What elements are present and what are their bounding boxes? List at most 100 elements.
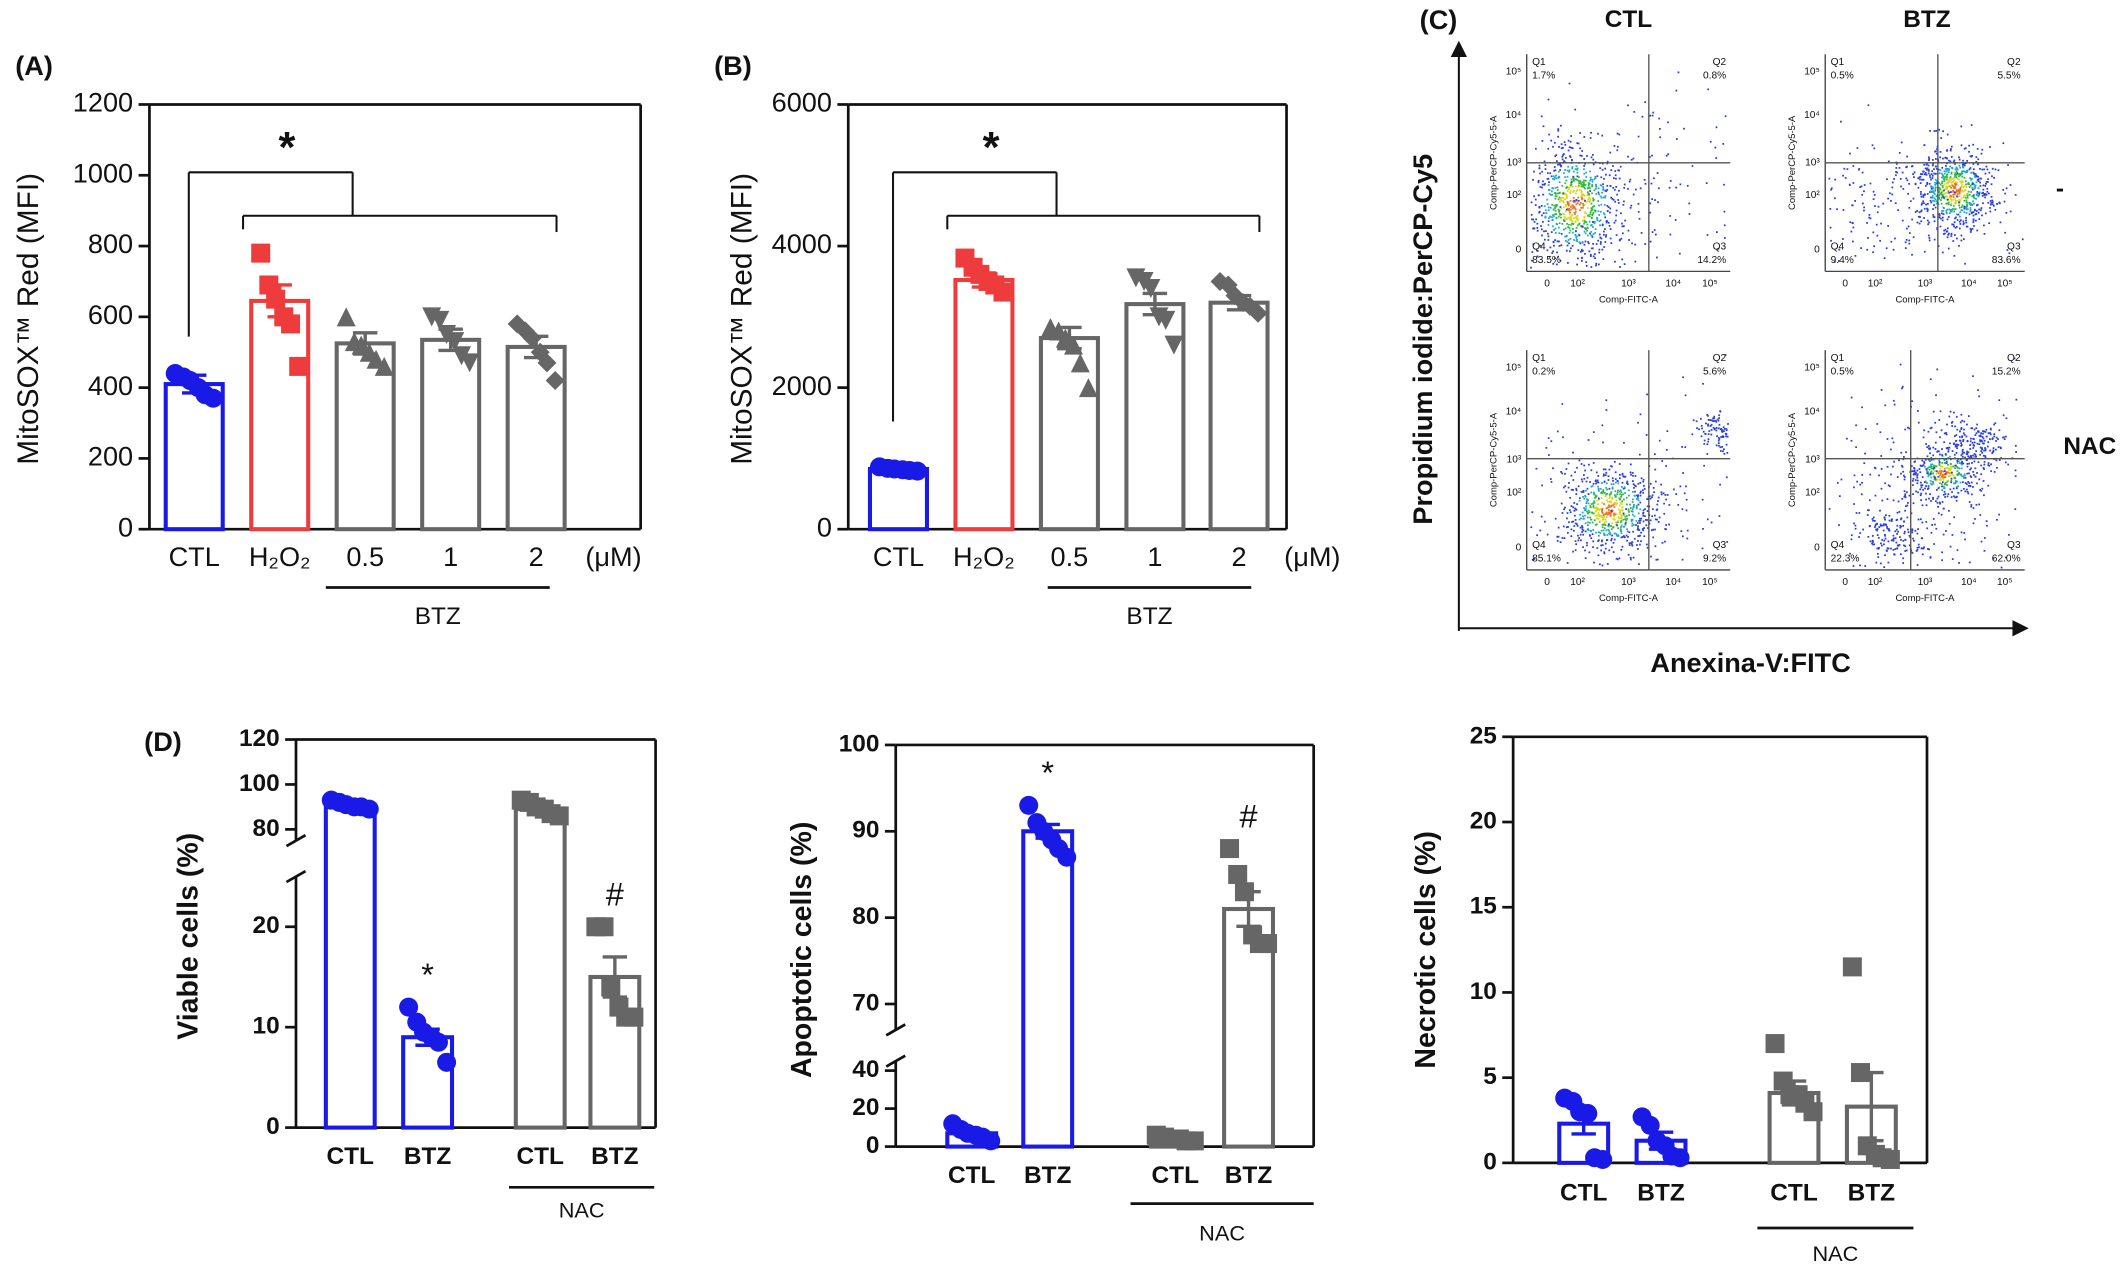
event-dot xyxy=(1613,502,1616,504)
event-dot xyxy=(1550,194,1552,196)
event-dot xyxy=(1605,399,1608,402)
event-dot xyxy=(1654,528,1656,531)
event-dot xyxy=(1607,475,1610,478)
event-dot xyxy=(1926,470,1929,473)
event-dot xyxy=(1715,126,1718,129)
event-dot xyxy=(1580,539,1582,542)
event-dot xyxy=(1877,556,1880,558)
event-dot xyxy=(1954,445,1957,448)
event-dot xyxy=(1635,504,1638,507)
event-dot xyxy=(1946,198,1949,201)
event-dot xyxy=(1913,469,1916,472)
event-dot xyxy=(1612,518,1615,521)
event-dot xyxy=(1959,219,1962,222)
event-dot xyxy=(1617,482,1620,485)
x-tick-label: 0 xyxy=(1842,278,1848,289)
event-dot xyxy=(1532,227,1535,230)
event-dot xyxy=(1903,478,1906,481)
event-dot xyxy=(1875,523,1877,526)
event-dot xyxy=(1618,169,1620,172)
event-dot xyxy=(1959,166,1962,169)
event-dot xyxy=(1962,223,1965,226)
event-dot xyxy=(1991,175,1993,178)
event-dot xyxy=(1616,524,1619,527)
event-dot xyxy=(1972,182,1974,185)
event-dot xyxy=(1718,417,1721,420)
event-dot xyxy=(1603,492,1606,494)
event-dot xyxy=(1640,232,1643,234)
event-dot xyxy=(1547,224,1550,226)
event-dot xyxy=(1583,222,1585,225)
event-dot xyxy=(1951,184,1954,187)
event-dot xyxy=(1904,495,1906,497)
event-dot xyxy=(1592,529,1595,531)
event-dot xyxy=(1918,546,1920,549)
event-dot xyxy=(1950,181,1953,184)
event-dot xyxy=(1723,224,1726,227)
event-dot xyxy=(1597,540,1600,542)
event-dot xyxy=(1949,197,1952,200)
event-dot xyxy=(1632,193,1635,196)
event-dot xyxy=(1834,178,1837,181)
event-dot xyxy=(1567,531,1569,534)
event-dot xyxy=(1934,183,1937,186)
event-dot xyxy=(1940,429,1943,432)
event-dot xyxy=(1963,532,1966,534)
event-dot xyxy=(1639,508,1642,511)
event-dot xyxy=(1621,258,1624,261)
x-tick-label: BTZ xyxy=(404,1143,452,1170)
x-tick-label: BTZ xyxy=(1848,1180,1896,1207)
event-dot xyxy=(1531,259,1533,262)
event-dot xyxy=(1886,438,1889,440)
event-dot xyxy=(1894,174,1897,177)
event-dot xyxy=(1619,528,1622,531)
event-dot xyxy=(1880,542,1882,545)
event-dot xyxy=(1998,399,2001,402)
event-dot xyxy=(1849,221,1852,224)
y-axis-title: Apoptotic cells (%) xyxy=(786,822,818,1078)
event-dot xyxy=(1941,501,1944,503)
event-dot xyxy=(1717,427,1720,430)
event-dot xyxy=(1883,516,1886,519)
event-dot xyxy=(1651,231,1654,233)
event-dot xyxy=(1557,208,1560,211)
event-dot xyxy=(1609,228,1612,230)
event-dot xyxy=(1965,221,1968,224)
quadrant-name: Q4 xyxy=(1532,242,1546,253)
event-dot xyxy=(1552,240,1555,243)
event-dot xyxy=(1588,511,1591,514)
event-dot xyxy=(1569,238,1572,240)
event-dot xyxy=(1631,541,1634,543)
event-dot xyxy=(1639,517,1641,520)
x-tick-label: CTL xyxy=(1560,1180,1608,1207)
event-dot xyxy=(1628,511,1630,513)
event-dot xyxy=(1981,194,1984,197)
event-dot xyxy=(1600,544,1603,547)
event-dot xyxy=(1836,208,1838,211)
event-dot xyxy=(1959,211,1962,214)
event-dot xyxy=(1903,530,1906,533)
event-dot xyxy=(1584,514,1586,517)
event-dot xyxy=(1574,540,1577,543)
event-dot xyxy=(1599,487,1602,490)
event-dot xyxy=(1649,114,1652,117)
event-dot xyxy=(1552,145,1554,148)
event-dot xyxy=(1620,517,1623,520)
plot-x-title: Comp-FITC-A xyxy=(1895,294,1955,305)
event-dot xyxy=(1940,483,1943,485)
event-dot xyxy=(1613,532,1616,535)
event-dot xyxy=(1714,146,1717,149)
event-dot xyxy=(1557,129,1560,132)
event-dot xyxy=(1883,523,1885,525)
event-dot xyxy=(1590,530,1593,533)
event-dot xyxy=(1590,202,1593,205)
event-dot xyxy=(1880,524,1882,527)
event-dot xyxy=(1875,561,1878,564)
event-dot xyxy=(1583,182,1585,184)
event-dot xyxy=(1544,164,1547,166)
event-dot xyxy=(1901,171,1904,174)
event-dot xyxy=(2004,461,2007,464)
event-dot xyxy=(1991,203,1994,206)
event-dot xyxy=(1896,171,1899,174)
event-dot xyxy=(1634,475,1637,477)
